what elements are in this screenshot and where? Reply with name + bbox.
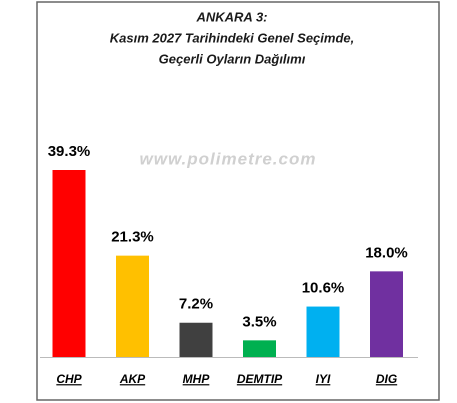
bar <box>306 306 340 357</box>
bar <box>370 271 403 357</box>
category-label: AKP <box>119 372 146 386</box>
value-label: 10.6% <box>302 280 345 297</box>
bar <box>116 255 149 357</box>
chart-title: ANKARA 3: <box>195 9 267 24</box>
value-label: 18.0% <box>365 244 408 261</box>
value-label: 3.5% <box>242 313 276 330</box>
chart-title: Geçerli Oyların Dağılımı <box>159 51 306 66</box>
bar <box>243 340 276 357</box>
value-label: 7.2% <box>179 296 213 313</box>
category-label: DEMTIP <box>237 372 283 386</box>
value-label: 39.3% <box>48 143 91 160</box>
bar <box>52 170 86 357</box>
bar <box>179 322 213 357</box>
category-label: DIG <box>376 372 397 386</box>
category-label: CHP <box>56 372 82 386</box>
category-label: IYI <box>316 372 331 386</box>
category-label: MHP <box>183 372 211 386</box>
value-label: 21.3% <box>111 229 154 246</box>
chart-title: Kasım 2027 Tarihindeki Genel Seçimde, <box>110 30 354 45</box>
watermark: www.polimetre.com <box>140 149 317 168</box>
